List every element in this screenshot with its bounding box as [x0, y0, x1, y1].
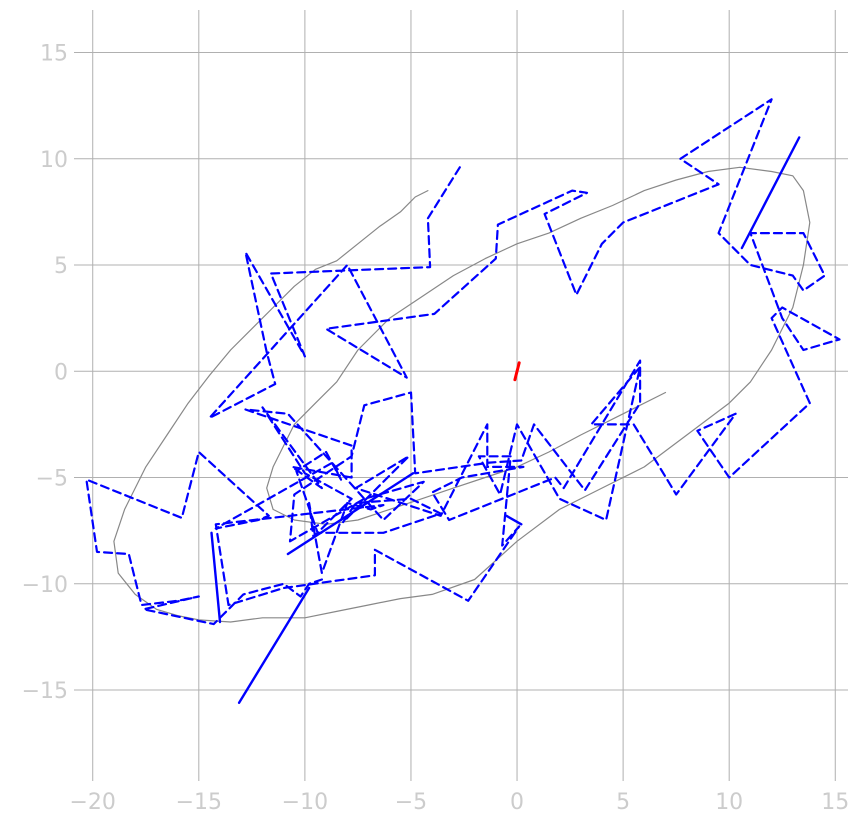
x-tick-label: 15: [821, 790, 849, 815]
series-line-3: [237, 586, 311, 704]
series-layer: [85, 98, 841, 704]
x-tick-label: 5: [616, 790, 630, 815]
grid: [80, 10, 848, 775]
y-axis-ticks: −15 −10 −5 0 5 10 15: [22, 42, 80, 704]
x-axis-ticks: −20 −15 −10 −5 0 5 10 15: [70, 775, 849, 815]
y-tick-label: 0: [54, 360, 68, 385]
x-tick-label: 0: [510, 790, 524, 815]
series-line-7: [505, 514, 523, 526]
x-tick-label: −15: [176, 790, 222, 815]
series-line-4: [210, 531, 222, 624]
x-tick-label: 10: [715, 790, 743, 815]
series-line-6: [740, 136, 801, 250]
x-tick-label: −5: [395, 790, 427, 815]
x-tick-label: −10: [282, 790, 328, 815]
y-tick-label: 15: [40, 42, 68, 67]
y-tick-label: −5: [36, 467, 68, 492]
y-tick-label: −10: [22, 573, 68, 598]
y-tick-label: −15: [22, 679, 68, 704]
y-tick-label: 5: [54, 254, 68, 279]
series-line-2: [85, 98, 841, 626]
series-line-1: [113, 166, 811, 623]
series-line-5: [286, 472, 415, 556]
x-tick-label: −20: [70, 790, 116, 815]
y-tick-label: 10: [40, 148, 68, 173]
series-line-8: [513, 361, 521, 382]
